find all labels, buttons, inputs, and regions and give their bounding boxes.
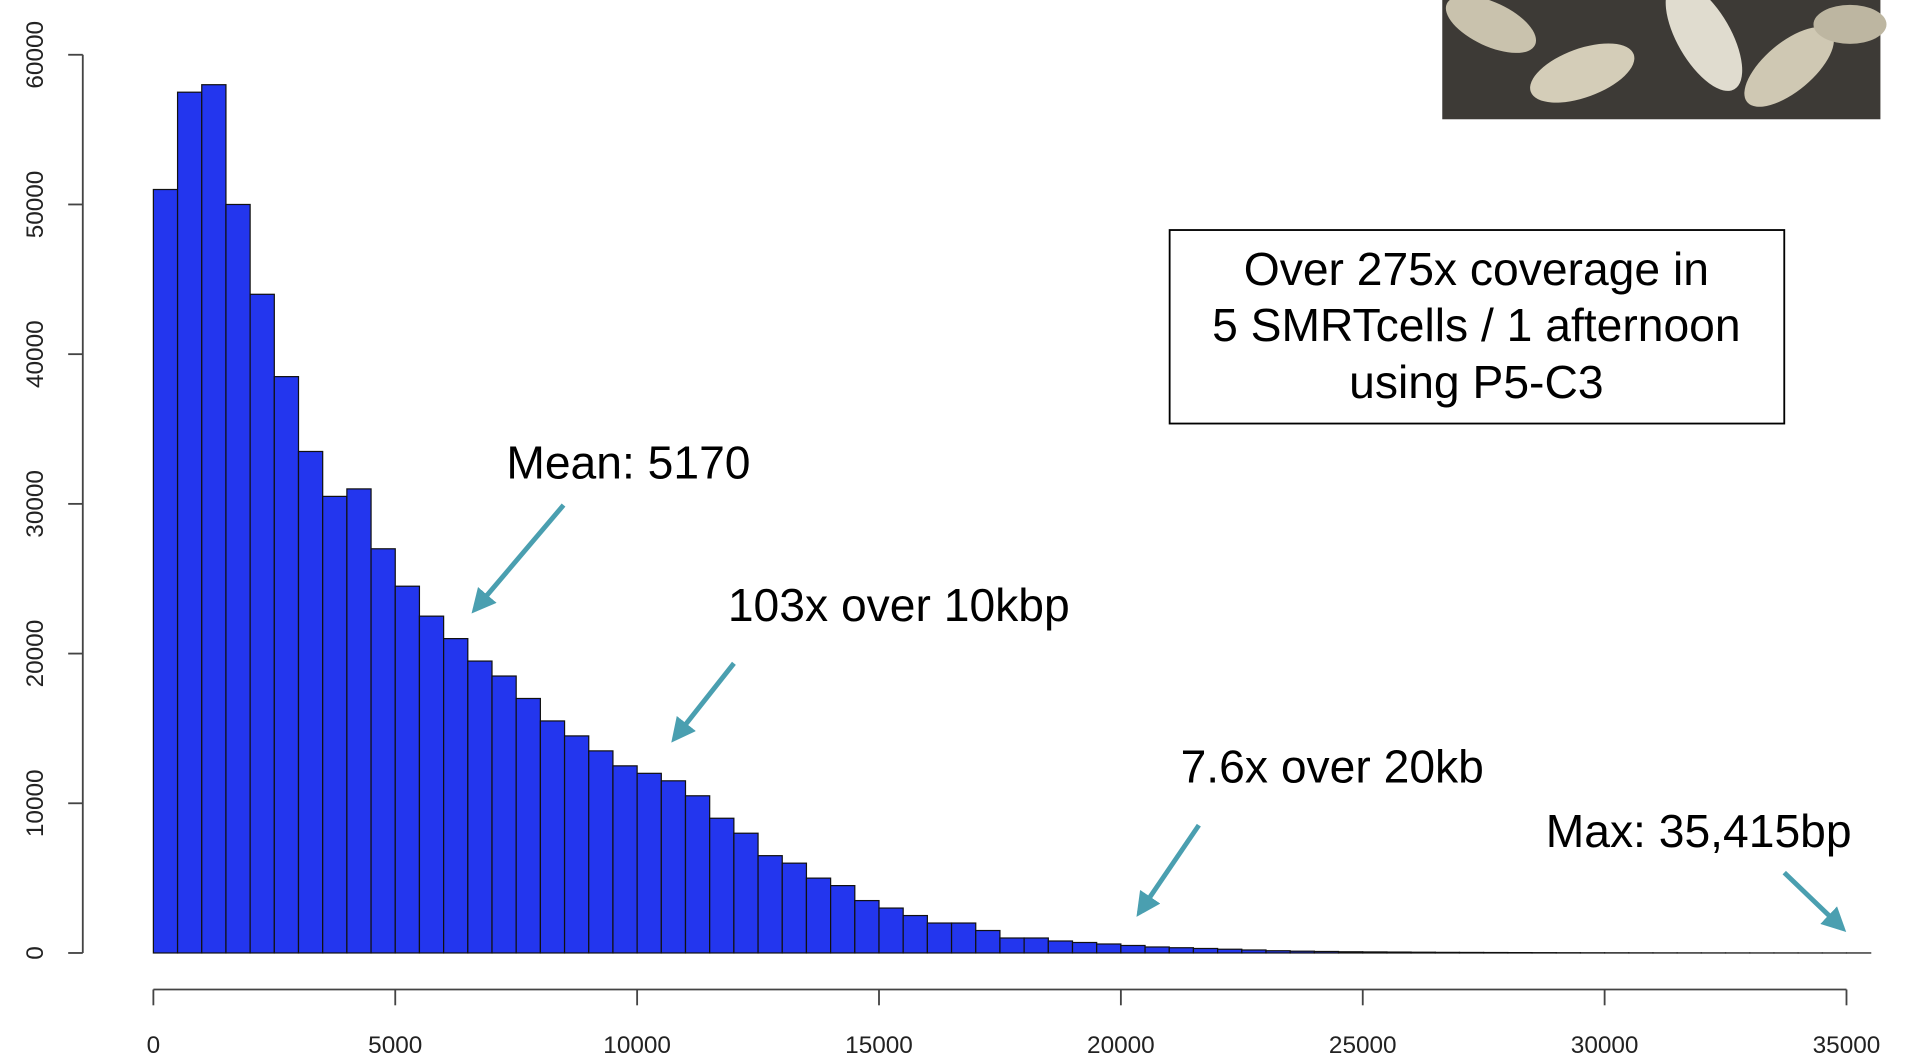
bar <box>201 84 227 954</box>
bar <box>563 735 590 954</box>
bar <box>1337 951 1364 954</box>
bar <box>1362 951 1388 954</box>
bar <box>684 795 711 954</box>
x-tick-label: 10000 <box>603 1032 671 1059</box>
x-tick-label: 35000 <box>1813 1032 1881 1059</box>
x-tick-label: 25000 <box>1329 1032 1397 1059</box>
y-tick-label: 20000 <box>22 620 49 688</box>
bar <box>660 780 687 954</box>
bar <box>1120 944 1146 954</box>
bar <box>1289 950 1315 954</box>
bar <box>443 637 469 954</box>
bar <box>1168 947 1195 954</box>
annotation: Mean: 5170 <box>506 436 750 488</box>
note-box <box>1168 229 1786 425</box>
bar <box>418 615 445 954</box>
annotation: 7.6x over 20kb <box>1181 741 1484 793</box>
bar <box>515 697 541 954</box>
y-tick-label: 50000 <box>22 171 49 239</box>
bar <box>781 862 808 954</box>
bar <box>1047 940 1074 954</box>
bar <box>1265 950 1291 954</box>
bar <box>273 376 300 954</box>
annotation: 103x over 10kbp <box>728 579 1070 631</box>
bar <box>902 914 928 954</box>
bar <box>297 450 324 954</box>
bar <box>733 832 759 954</box>
bar <box>1410 951 1436 954</box>
bar <box>757 855 783 954</box>
bar <box>612 765 638 954</box>
y-tick-label: 60000 <box>22 21 49 89</box>
photo <box>1442 0 1887 120</box>
bar <box>636 772 662 954</box>
x-tick-label: 20000 <box>1087 1032 1155 1059</box>
bar <box>588 750 614 954</box>
bar <box>322 495 348 954</box>
bar <box>225 203 251 954</box>
x-tick-label: 15000 <box>845 1032 913 1059</box>
bar <box>975 929 1001 954</box>
arrow <box>1136 823 1201 917</box>
arrow <box>471 503 566 614</box>
bar <box>152 188 179 954</box>
bar <box>394 585 421 954</box>
bar <box>1386 951 1412 954</box>
bar <box>999 937 1025 954</box>
note-line: Over 275x coverage in <box>1244 243 1709 295</box>
bar <box>1241 949 1267 954</box>
bar <box>1023 937 1049 954</box>
note-line: 5 SMRTcells / 1 afternoon <box>1212 299 1741 351</box>
y-tick-label: 30000 <box>22 470 49 538</box>
note-line: using P5-C3 <box>1349 356 1603 408</box>
bar <box>1071 941 1098 954</box>
bar <box>346 488 372 954</box>
bar <box>805 877 832 954</box>
bar <box>539 720 566 954</box>
bar <box>1096 943 1122 954</box>
bar <box>1434 951 1461 954</box>
y-tick-label: 10000 <box>22 769 49 837</box>
bar <box>709 817 735 954</box>
bar <box>1313 950 1340 954</box>
bar <box>1144 946 1170 954</box>
bar <box>249 293 275 954</box>
bar <box>926 922 953 954</box>
bar <box>491 675 517 954</box>
annotation: Max: 35,415bp <box>1546 805 1852 857</box>
bar <box>1192 947 1219 954</box>
bar <box>950 922 977 954</box>
y-tick-label: 40000 <box>22 320 49 388</box>
bar <box>1217 948 1243 954</box>
bar <box>878 907 904 954</box>
arrow <box>1782 870 1847 933</box>
x-tick-label: 30000 <box>1571 1032 1639 1059</box>
bar <box>1458 951 1485 954</box>
bar <box>370 548 396 954</box>
bar <box>854 899 880 954</box>
bar <box>176 91 203 954</box>
y-tick-label: 0 <box>22 946 49 960</box>
arrow <box>671 661 736 743</box>
bar <box>830 885 856 954</box>
x-tick-label: 5000 <box>368 1032 422 1059</box>
x-tick-label: 0 <box>147 1032 161 1059</box>
bar <box>467 660 493 954</box>
